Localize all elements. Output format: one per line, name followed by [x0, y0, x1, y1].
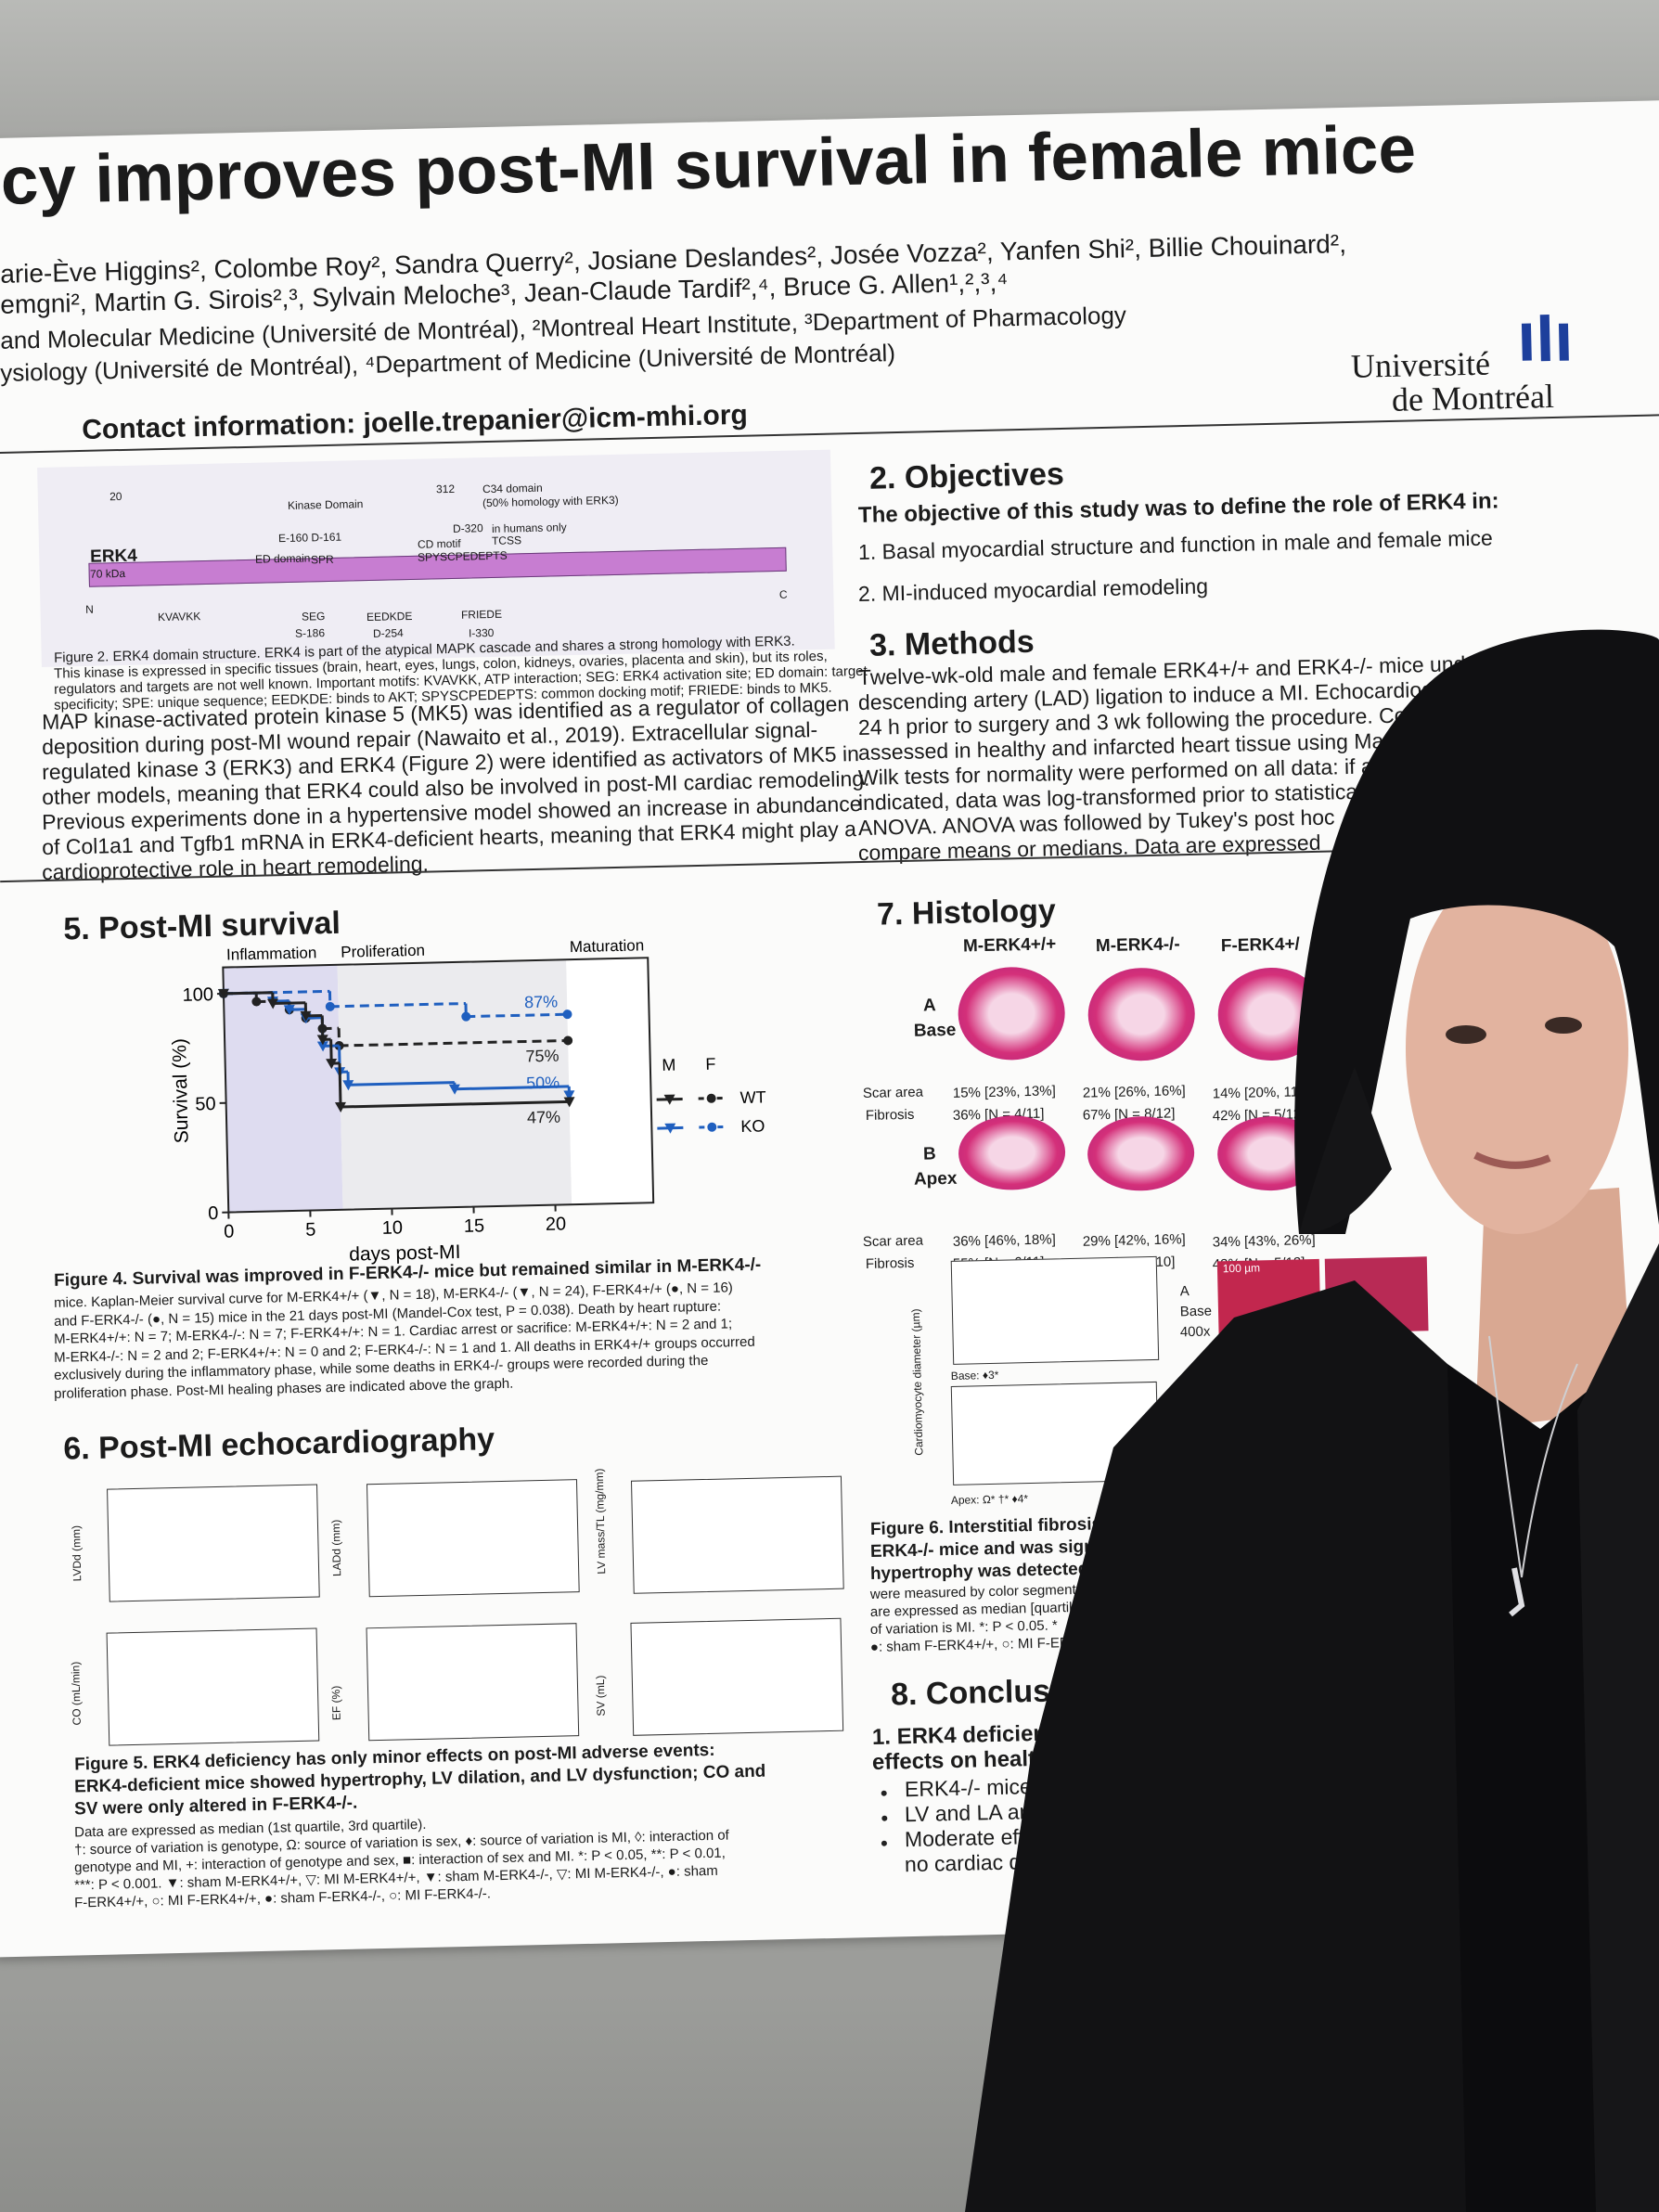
end-label: 50% [526, 1074, 559, 1093]
mouth [1473, 1151, 1551, 1169]
eye [1545, 1017, 1582, 1034]
end-label: 87% [524, 993, 558, 1012]
legend-marker [706, 1093, 716, 1103]
step-segment [454, 1085, 569, 1091]
step-segment [272, 1001, 305, 1006]
survival-chart: Inflammation Proliferation Maturation 0 5 10 1… [169, 937, 766, 1266]
face [1406, 863, 1628, 1234]
phase-band [565, 958, 653, 1205]
necklace [1488, 1335, 1578, 1578]
x-tick-label: 5 [305, 1220, 316, 1241]
marker [460, 1011, 470, 1022]
step-segment [465, 1012, 568, 1019]
step-segment [329, 1002, 466, 1009]
legend-marker [663, 1123, 675, 1134]
neck [1475, 1188, 1633, 1429]
phase-band [222, 965, 343, 1213]
marker [325, 1059, 337, 1070]
end-label: 47% [526, 1108, 559, 1127]
legend-header: M [662, 1056, 675, 1074]
end-label: 75% [525, 1047, 559, 1066]
x-tick-label: 0 [224, 1222, 235, 1242]
phase-label: Inflammation [225, 945, 316, 964]
poster: cy improves post-MI survival in female m… [0, 98, 1659, 1958]
step-segment [223, 991, 273, 996]
marker [448, 1084, 460, 1095]
x-tick-label: 10 [381, 1218, 403, 1239]
x-tick-label: 15 [463, 1216, 484, 1237]
marker [217, 988, 229, 1000]
eye [1446, 1025, 1486, 1044]
marker [325, 1001, 335, 1011]
marker [300, 1010, 312, 1022]
hair [1294, 629, 1659, 1234]
marker [266, 998, 278, 1010]
y-tick-label: 0 [208, 1203, 219, 1224]
legend-marker [663, 1094, 675, 1105]
marker [283, 1005, 295, 1016]
step-segment [340, 1100, 570, 1109]
phase-label: Maturation [569, 937, 644, 957]
marker [316, 1035, 328, 1046]
step-drop [338, 1063, 342, 1108]
jacket-left [965, 1280, 1485, 2212]
step-segment [339, 1039, 568, 1048]
legend-label: WT [739, 1088, 765, 1108]
phase-label: Proliferation [341, 942, 425, 961]
x-tick-label: 20 [545, 1215, 566, 1235]
marker [563, 1097, 575, 1108]
pendant [1509, 1567, 1525, 1617]
x-axis-label: days post-MI [349, 1241, 461, 1266]
marker [563, 1090, 574, 1101]
y-tick-label: 50 [195, 1094, 216, 1114]
marker [334, 1102, 346, 1113]
step-segment [347, 1081, 455, 1087]
y-axis-label: Survival (%) [169, 1038, 193, 1144]
legend-marker [707, 1122, 717, 1132]
plot-frame [221, 957, 654, 1214]
marker [251, 997, 262, 1007]
marker [562, 1010, 572, 1020]
marker [316, 1041, 328, 1052]
marker [341, 1080, 354, 1091]
legend-header: F [705, 1055, 715, 1074]
hair-strand [1299, 1067, 1392, 1234]
jacket-right [1577, 1243, 1659, 2212]
legend-label: KO [740, 1117, 765, 1137]
y-tick-label: 100 [182, 984, 213, 1006]
marker [562, 1035, 572, 1046]
